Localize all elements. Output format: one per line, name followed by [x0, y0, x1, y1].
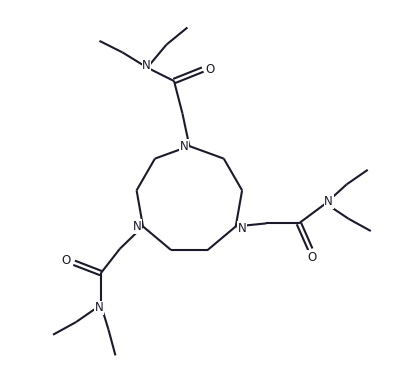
Text: O: O	[61, 254, 70, 267]
Text: N: N	[142, 59, 151, 72]
Text: N: N	[324, 195, 333, 208]
Text: N: N	[132, 220, 141, 233]
Text: N: N	[238, 222, 246, 235]
Text: N: N	[180, 140, 189, 152]
Text: O: O	[206, 63, 215, 76]
Text: N: N	[95, 301, 103, 314]
Text: O: O	[308, 250, 317, 263]
